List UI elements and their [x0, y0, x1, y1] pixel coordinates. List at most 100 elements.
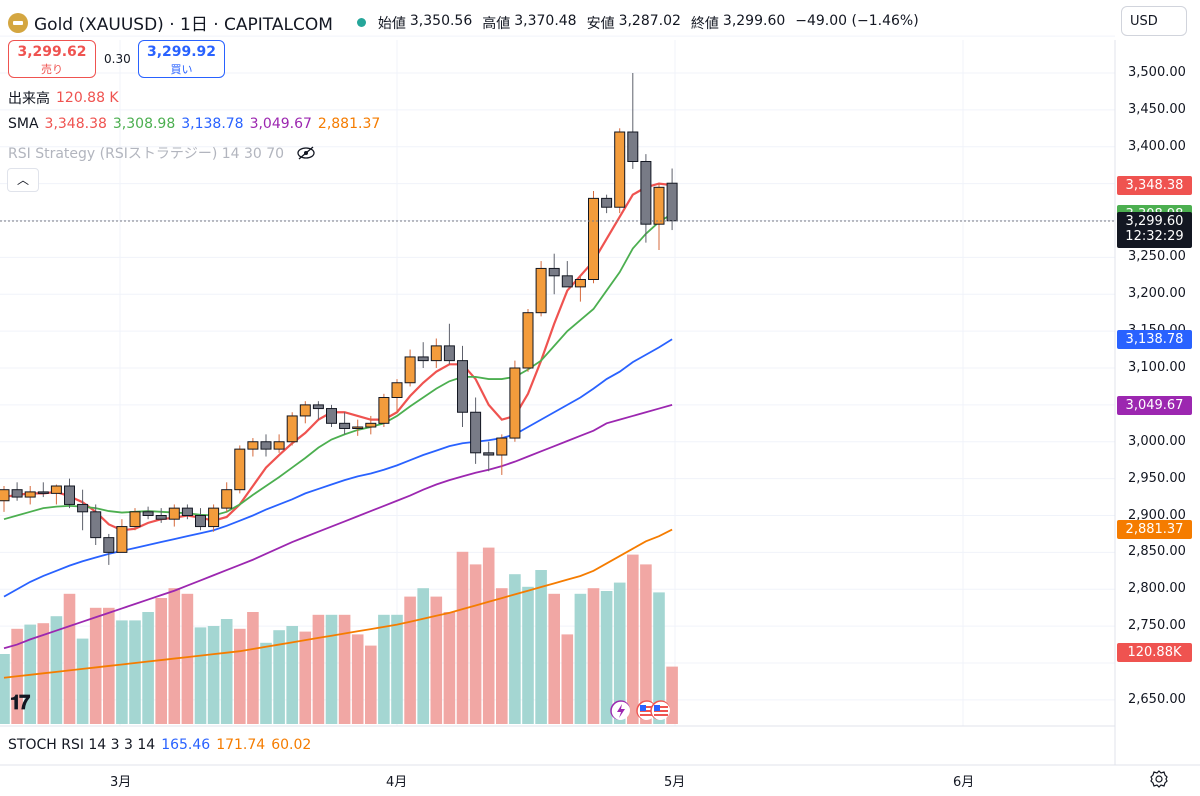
candle-body [535, 267, 547, 314]
candle [77, 489, 89, 531]
volume-bar [116, 620, 128, 724]
open-value: 3,350.56 [409, 12, 473, 29]
volume-bar [653, 592, 665, 724]
candle [24, 486, 36, 505]
high-value: 3,370.48 [514, 12, 577, 29]
price-tag: 2,881.37 [1117, 520, 1192, 540]
candle-body [260, 441, 272, 450]
volume-bar [0, 654, 10, 724]
stoch-value-3: 60.02 [271, 737, 312, 753]
price-axis-label: 3,000.00 [1128, 433, 1186, 449]
rsi-strategy-legend[interactable]: RSI Strategy (RSIストラテジー) 14 30 70 [8, 143, 316, 163]
volume-bar [404, 596, 416, 724]
tradingview-logo-icon: 𝟏𝟕 [10, 690, 30, 714]
sma-legend[interactable]: SMA 3,348.38 3,308.98 3,138.78 3,049.67 … [8, 116, 380, 132]
candle [561, 261, 573, 288]
price-axis-label: 3,450.00 [1128, 101, 1186, 117]
last-price-tag: 3,299.60 12:32:29 [1117, 212, 1192, 248]
sell-price: 3,299.62 [17, 44, 87, 60]
time-label-april: 4月 [386, 775, 408, 790]
candle [417, 342, 429, 368]
price-axis-label: 2,850.00 [1128, 544, 1186, 560]
candle [129, 508, 141, 531]
candle [90, 504, 102, 545]
candle-body [601, 197, 613, 208]
candle [509, 360, 521, 442]
buy-button[interactable]: 3,299.92 買い [138, 40, 225, 78]
candle [457, 345, 468, 427]
volume-bar [338, 614, 351, 724]
volume-bar [299, 631, 312, 724]
collapse-legend-button[interactable]: ︿ [7, 168, 39, 192]
price-tag: 3,138.78 [1117, 330, 1192, 350]
chart-header: Gold (XAUUSD) · 1日 · CAPITALCOM 始値 3,350.… [0, 0, 1200, 40]
candle [391, 379, 403, 413]
candle-body [470, 411, 482, 454]
hidden-eye-icon[interactable] [296, 145, 316, 161]
sma-lines [3, 182, 673, 679]
volume-legend[interactable]: 出来高 120.88 K [8, 88, 119, 108]
candle [548, 253, 560, 295]
volume-bars [0, 547, 678, 724]
sma-line-1 [3, 182, 673, 532]
stoch-rsi-label: STOCH RSI 14 3 3 14 [8, 737, 156, 753]
volume-bar [496, 588, 508, 724]
sma-value-4: 3,049.67 [249, 116, 312, 132]
ohlc-values: 始値 3,350.56 高値 3,370.48 安値 3,287.02 終値 3,299… [378, 13, 919, 33]
candle [260, 434, 272, 457]
symbol-title[interactable]: Gold (XAUUSD) · 1日 · CAPITALCOM 始値 3,350.… [8, 10, 919, 35]
change-value: −49.00 (−1.46%) [795, 12, 919, 29]
candle [0, 486, 10, 512]
candle [11, 482, 23, 501]
price-axis-label: 2,800.00 [1128, 581, 1186, 597]
volume-bar [247, 612, 259, 724]
sma-line-5 [3, 528, 673, 679]
lightning-event-icon[interactable] [610, 700, 630, 720]
sma-value-1: 3,348.38 [44, 116, 107, 132]
volume-bar [50, 616, 63, 724]
candle-body [365, 422, 377, 428]
candle-body [64, 485, 75, 505]
volume-bar [63, 593, 76, 724]
candle [208, 504, 220, 532]
price-axis-label: 2,750.00 [1128, 618, 1186, 634]
candle [273, 434, 285, 453]
us-flag-event-icon-2[interactable] [650, 700, 670, 720]
candle [181, 504, 193, 520]
candle-body [142, 511, 154, 516]
rsi-strategy-label: RSI Strategy (RSIストラテジー) 14 30 70 [8, 146, 285, 162]
buy-price: 3,299.92 [146, 44, 217, 60]
sma-value-3: 3,138.78 [181, 116, 244, 132]
volume-bar [548, 593, 560, 724]
candle-body [0, 489, 10, 502]
close-label: 終値 [690, 15, 719, 32]
volume-bar [378, 614, 390, 724]
candle-body [116, 526, 128, 553]
candle [640, 154, 652, 243]
candle-body [548, 267, 560, 277]
candle-body [234, 448, 246, 491]
candle-body [208, 507, 220, 528]
settings-gear-icon[interactable] [1150, 770, 1168, 788]
price-tag: 3,049.67 [1117, 396, 1192, 416]
spread-value: 0.30 [104, 52, 131, 66]
candle [155, 508, 167, 523]
stoch-rsi-legend[interactable]: STOCH RSI 14 3 3 14 165.46 171.74 60.02 [8, 737, 311, 753]
close-value: 3,299.60 [722, 12, 786, 29]
currency-button[interactable]: USD [1121, 6, 1187, 36]
sma-value-2: 3,308.98 [112, 116, 176, 132]
price-tag: 120.88K [1117, 642, 1192, 662]
candle [522, 309, 534, 372]
volume-bar [286, 626, 298, 724]
symbol-name: Gold (XAUUSD) · 1日 · CAPITALCOM [34, 15, 333, 35]
candle [326, 404, 337, 427]
volume-bar [194, 627, 207, 724]
candle [312, 401, 324, 420]
low-label: 安値 [586, 15, 615, 32]
candle-body [391, 382, 403, 398]
low-value: 3,287.02 [618, 12, 681, 29]
candle [299, 401, 311, 424]
sell-button[interactable]: 3,299.62 売り [8, 40, 96, 78]
volume-bar [443, 612, 456, 724]
